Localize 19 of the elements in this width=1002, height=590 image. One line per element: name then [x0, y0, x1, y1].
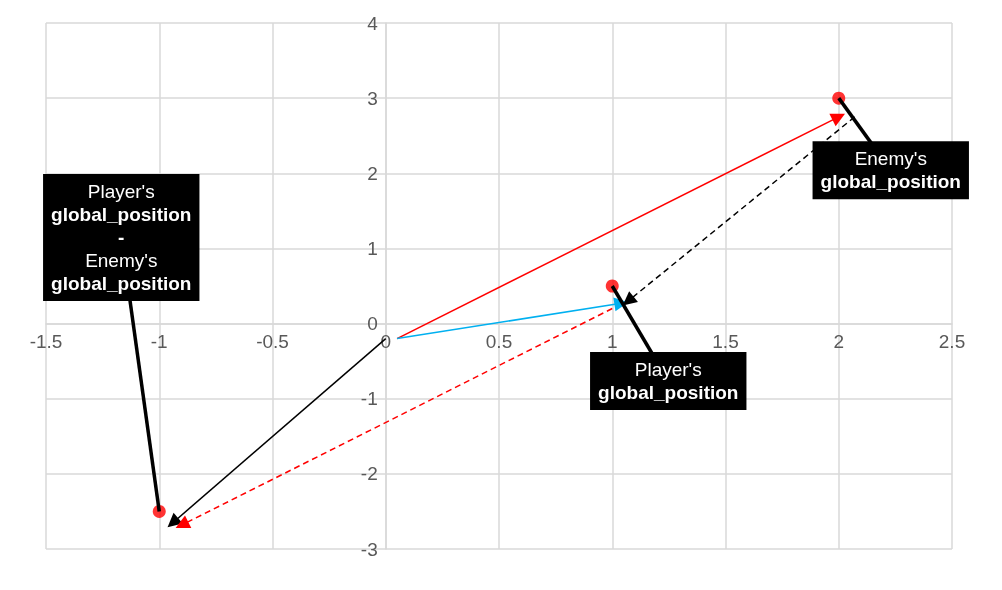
annotation: Player's global_position — [598, 359, 739, 403]
x-tick-label: 2 — [833, 330, 845, 352]
y-tick-label: 3 — [367, 87, 378, 109]
y-tick-label: -3 — [360, 538, 378, 560]
x-tick-label: -1.5 — [29, 330, 63, 352]
x-tick-label: 0.5 — [485, 330, 513, 352]
x-tick-label: 1.5 — [712, 330, 739, 352]
x-tick-label: -0.5 — [256, 330, 289, 352]
y-tick-label: -1 — [360, 388, 378, 410]
x-tick-label: 1 — [606, 330, 618, 352]
annotation: Player's global_position - Enemy's global_position — [51, 180, 192, 294]
y-tick-label: 2 — [367, 162, 378, 184]
annotation: Enemy's global_position — [820, 148, 961, 193]
y-tick-label: -2 — [360, 463, 378, 485]
x-tick-label: 2.5 — [938, 330, 966, 352]
y-tick-label: 0 — [367, 313, 378, 335]
y-tick-label: 1 — [367, 237, 378, 259]
y-tick-label: 4 — [367, 12, 379, 34]
x-tick-label: -1 — [150, 330, 168, 352]
